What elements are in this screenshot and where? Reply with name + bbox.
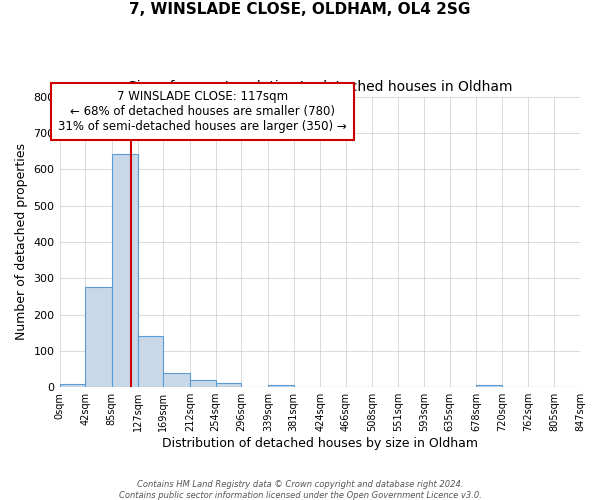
Y-axis label: Number of detached properties: Number of detached properties — [15, 144, 28, 340]
Text: Contains HM Land Registry data © Crown copyright and database right 2024.
Contai: Contains HM Land Registry data © Crown c… — [119, 480, 481, 500]
Bar — [268, 386, 293, 387]
Text: 7 WINSLADE CLOSE: 117sqm
← 68% of detached houses are smaller (780)
31% of semi-: 7 WINSLADE CLOSE: 117sqm ← 68% of detach… — [58, 90, 347, 132]
Bar — [137, 336, 163, 387]
Text: 7, WINSLADE CLOSE, OLDHAM, OL4 2SG: 7, WINSLADE CLOSE, OLDHAM, OL4 2SG — [130, 2, 470, 18]
Bar — [215, 383, 241, 387]
Bar — [163, 374, 190, 387]
Bar — [476, 386, 502, 387]
Title: Size of property relative to detached houses in Oldham: Size of property relative to detached ho… — [128, 80, 512, 94]
Bar — [190, 380, 215, 387]
Bar — [59, 384, 85, 387]
Bar — [112, 154, 137, 387]
X-axis label: Distribution of detached houses by size in Oldham: Distribution of detached houses by size … — [162, 437, 478, 450]
Bar — [85, 288, 112, 387]
